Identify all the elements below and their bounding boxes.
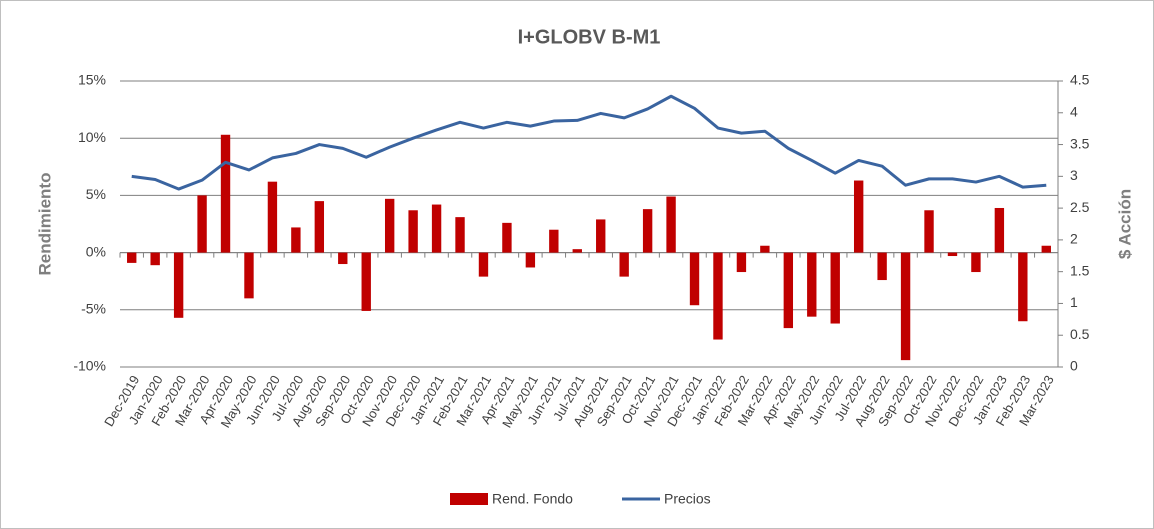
y-tick-label: 10% — [78, 129, 106, 145]
bar — [877, 252, 887, 281]
y2-tick-label: 0 — [1070, 358, 1078, 374]
y2-axis-title: $ Acción — [1115, 189, 1134, 259]
bar — [408, 210, 418, 253]
y2-tick-label: 3.5 — [1070, 135, 1090, 151]
bar — [807, 252, 817, 317]
y2-tick-label: 2.5 — [1070, 199, 1090, 215]
bar — [1041, 245, 1051, 253]
bar — [220, 134, 231, 253]
bar — [173, 252, 184, 318]
bar — [830, 252, 840, 324]
bar — [1018, 252, 1028, 322]
bar — [783, 252, 794, 329]
bar — [924, 210, 934, 253]
bar — [689, 252, 700, 306]
y2-tick-label: 1.5 — [1070, 262, 1090, 278]
y-tick-label: -10% — [73, 358, 106, 374]
bar — [502, 222, 512, 253]
y-tick-label: 5% — [86, 186, 106, 202]
bar — [338, 252, 348, 265]
legend-label: Rend. Fondo — [492, 491, 573, 507]
y-tick-label: 15% — [78, 72, 106, 88]
y-tick-label: 0% — [86, 243, 106, 259]
bar — [947, 252, 958, 257]
y2-tick-label: 4 — [1070, 103, 1078, 119]
bar — [525, 252, 536, 268]
bar — [431, 204, 442, 253]
y-axis-title: Rendimiento — [35, 173, 54, 276]
bar — [713, 252, 723, 340]
y-tick-label: -5% — [81, 301, 106, 317]
y2-tick-label: 4.5 — [1070, 72, 1090, 88]
y2-tick-label: 0.5 — [1070, 326, 1090, 342]
bar — [549, 229, 559, 253]
bar — [361, 252, 371, 311]
bar — [455, 217, 465, 253]
bar — [267, 181, 278, 253]
bar — [244, 252, 254, 299]
line — [131, 94, 1047, 191]
bar — [994, 207, 1005, 253]
bar — [971, 252, 981, 273]
bar — [314, 201, 325, 253]
bar — [127, 252, 137, 263]
bar — [572, 249, 582, 253]
bar — [736, 252, 747, 273]
bar — [760, 245, 770, 253]
bar — [150, 252, 160, 266]
legend-swatch — [450, 493, 488, 505]
bar — [384, 198, 395, 253]
y2-tick-label: 1 — [1070, 294, 1078, 310]
bar — [853, 180, 864, 253]
bar — [900, 252, 911, 361]
bar — [619, 252, 629, 277]
y2-tick-label: 3 — [1070, 167, 1078, 183]
bar — [197, 195, 207, 253]
bar — [291, 227, 301, 253]
y2-tick-label: 2 — [1070, 231, 1078, 247]
legend-label: Precios — [664, 491, 711, 507]
chart-title: I+GLOBV B-M1 — [518, 26, 661, 48]
bar — [666, 196, 676, 253]
bar — [596, 219, 606, 253]
bar — [478, 252, 489, 277]
bar — [642, 209, 653, 253]
